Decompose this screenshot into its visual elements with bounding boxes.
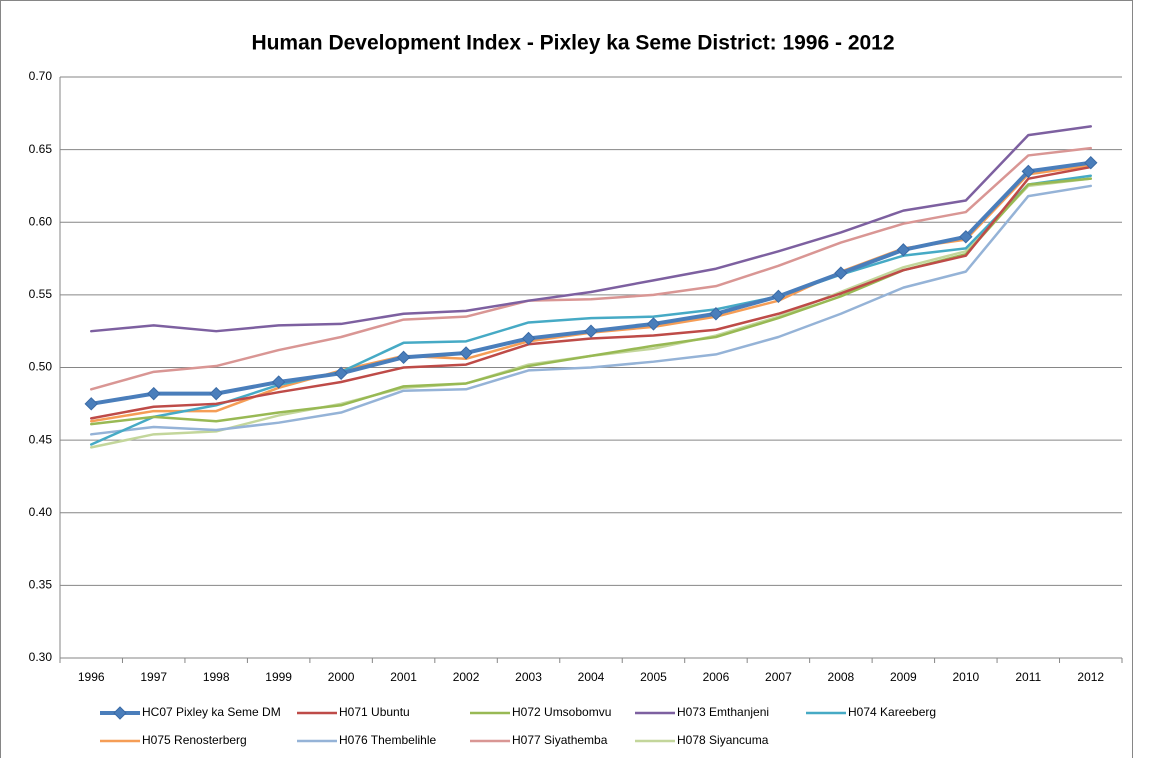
point-marker	[771, 289, 786, 304]
x-tick-label: 1997	[140, 670, 167, 684]
point-marker	[84, 397, 98, 411]
legend-label: H071 Ubuntu	[339, 705, 410, 719]
x-tick-label: 2005	[640, 670, 667, 684]
y-tick-label: 0.35	[29, 578, 53, 592]
legend-label: H073 Emthanjeni	[677, 705, 769, 719]
y-tick-label: 0.45	[29, 432, 53, 446]
series-line	[89, 165, 1093, 420]
x-tick-label: 2010	[952, 670, 979, 684]
y-tick-label: 0.65	[29, 142, 53, 156]
x-tick-label: 1999	[265, 670, 292, 684]
x-tick-label: 2002	[453, 670, 480, 684]
point-marker	[459, 346, 473, 360]
point-marker	[584, 324, 598, 338]
legend-label: H076 Thembelihle	[339, 733, 436, 747]
point-marker	[834, 266, 848, 280]
legend-marker	[113, 706, 127, 720]
x-tick-label: 2000	[328, 670, 355, 684]
series-line	[89, 184, 1093, 436]
point-marker	[1084, 155, 1098, 170]
x-tick-label: 2008	[828, 670, 855, 684]
x-tick-label: 2006	[703, 670, 730, 684]
y-tick-label: 0.70	[29, 69, 53, 83]
x-tick-label: 2004	[578, 670, 605, 684]
point-marker	[646, 317, 661, 331]
point-marker	[396, 350, 411, 365]
y-tick-label: 0.30	[29, 650, 53, 664]
series-line	[89, 174, 1093, 446]
legend-label: H077 Siyathemba	[512, 733, 608, 747]
point-marker	[959, 230, 973, 244]
point-marker	[709, 307, 723, 321]
y-tick-label: 0.50	[29, 360, 53, 374]
x-tick-label: 2011	[1015, 670, 1041, 684]
x-tick-label: 2012	[1077, 670, 1104, 684]
x-tick-label: 2001	[390, 670, 417, 684]
x-tick-label: 1998	[203, 670, 230, 684]
point-marker	[334, 366, 348, 381]
legend-label: H078 Siyancuma	[677, 733, 769, 747]
series-line	[89, 125, 1093, 333]
legend-label: H075 Renosterberg	[142, 733, 247, 747]
legend-label: H074 Kareeberg	[848, 705, 936, 719]
y-tick-label: 0.55	[29, 287, 53, 301]
series-line	[89, 146, 1093, 391]
x-tick-label: 2009	[890, 670, 917, 684]
chart-title: Human Development Index - Pixley ka Seme…	[251, 32, 894, 55]
legend-label: HC07 Pixley ka Seme DM	[142, 705, 281, 719]
point-marker	[896, 243, 911, 257]
point-marker	[521, 331, 536, 346]
x-tick-label: 1996	[78, 670, 105, 684]
x-tick-label: 2007	[765, 670, 792, 684]
point-marker	[271, 375, 286, 389]
point-marker	[146, 386, 161, 401]
y-tick-label: 0.40	[29, 505, 53, 519]
y-tick-label: 0.60	[29, 214, 53, 228]
point-marker	[1021, 164, 1035, 179]
x-tick-label: 2003	[515, 670, 542, 684]
legend-label: H072 Umsobomvu	[512, 705, 611, 719]
point-marker	[209, 386, 223, 401]
